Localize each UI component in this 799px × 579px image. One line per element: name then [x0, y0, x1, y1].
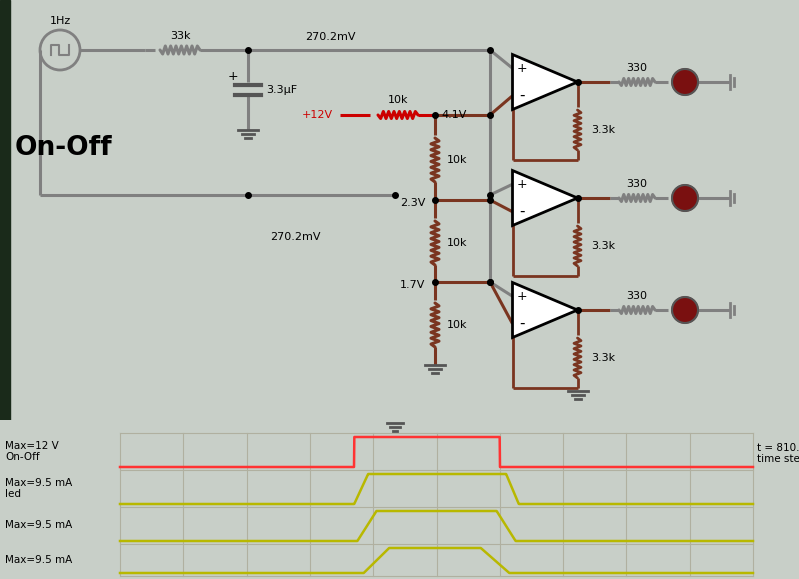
- Polygon shape: [512, 170, 578, 225]
- Circle shape: [672, 69, 698, 95]
- Circle shape: [672, 297, 698, 323]
- Text: -: -: [519, 88, 524, 103]
- Text: +: +: [516, 62, 527, 75]
- Text: 10k: 10k: [447, 320, 467, 330]
- Text: 270.2mV: 270.2mV: [304, 32, 356, 42]
- Polygon shape: [512, 283, 578, 338]
- Bar: [0, 0, 10, 420]
- Text: 33k: 33k: [169, 31, 190, 41]
- Text: 2.3V: 2.3V: [400, 198, 425, 208]
- Text: On-Off: On-Off: [15, 135, 113, 161]
- Text: +12V: +12V: [302, 110, 333, 120]
- Text: Max=9.5 mA: Max=9.5 mA: [5, 555, 72, 565]
- Text: Max=9.5 mA: Max=9.5 mA: [5, 521, 72, 530]
- Text: 3.3k: 3.3k: [591, 125, 615, 135]
- Text: 4.1V: 4.1V: [441, 110, 467, 120]
- Text: +: +: [516, 290, 527, 303]
- Text: 3.3k: 3.3k: [591, 353, 615, 363]
- Text: +: +: [516, 178, 527, 190]
- Text: 3.3μF: 3.3μF: [266, 85, 297, 95]
- Text: t = 810.4 ms (0.2x)
time step = 144 μs: t = 810.4 ms (0.2x) time step = 144 μs: [757, 442, 799, 464]
- Text: 330: 330: [626, 291, 647, 301]
- Circle shape: [672, 185, 698, 211]
- Text: 10k: 10k: [447, 155, 467, 165]
- Polygon shape: [512, 54, 578, 109]
- Text: 330: 330: [626, 63, 647, 73]
- Text: 10k: 10k: [388, 95, 408, 105]
- Text: -: -: [519, 316, 524, 331]
- Text: 3.3k: 3.3k: [591, 241, 615, 251]
- Text: 1.7V: 1.7V: [400, 280, 425, 290]
- Text: -: -: [519, 204, 524, 219]
- Text: 10k: 10k: [447, 238, 467, 248]
- Text: Max=12 V
On-Off: Max=12 V On-Off: [5, 441, 59, 462]
- Text: Max=9.5 mA
led: Max=9.5 mA led: [5, 478, 72, 499]
- Text: 330: 330: [626, 179, 647, 189]
- Text: 1Hz: 1Hz: [50, 16, 70, 26]
- Text: +: +: [228, 70, 239, 83]
- Text: 270.2mV: 270.2mV: [270, 232, 320, 242]
